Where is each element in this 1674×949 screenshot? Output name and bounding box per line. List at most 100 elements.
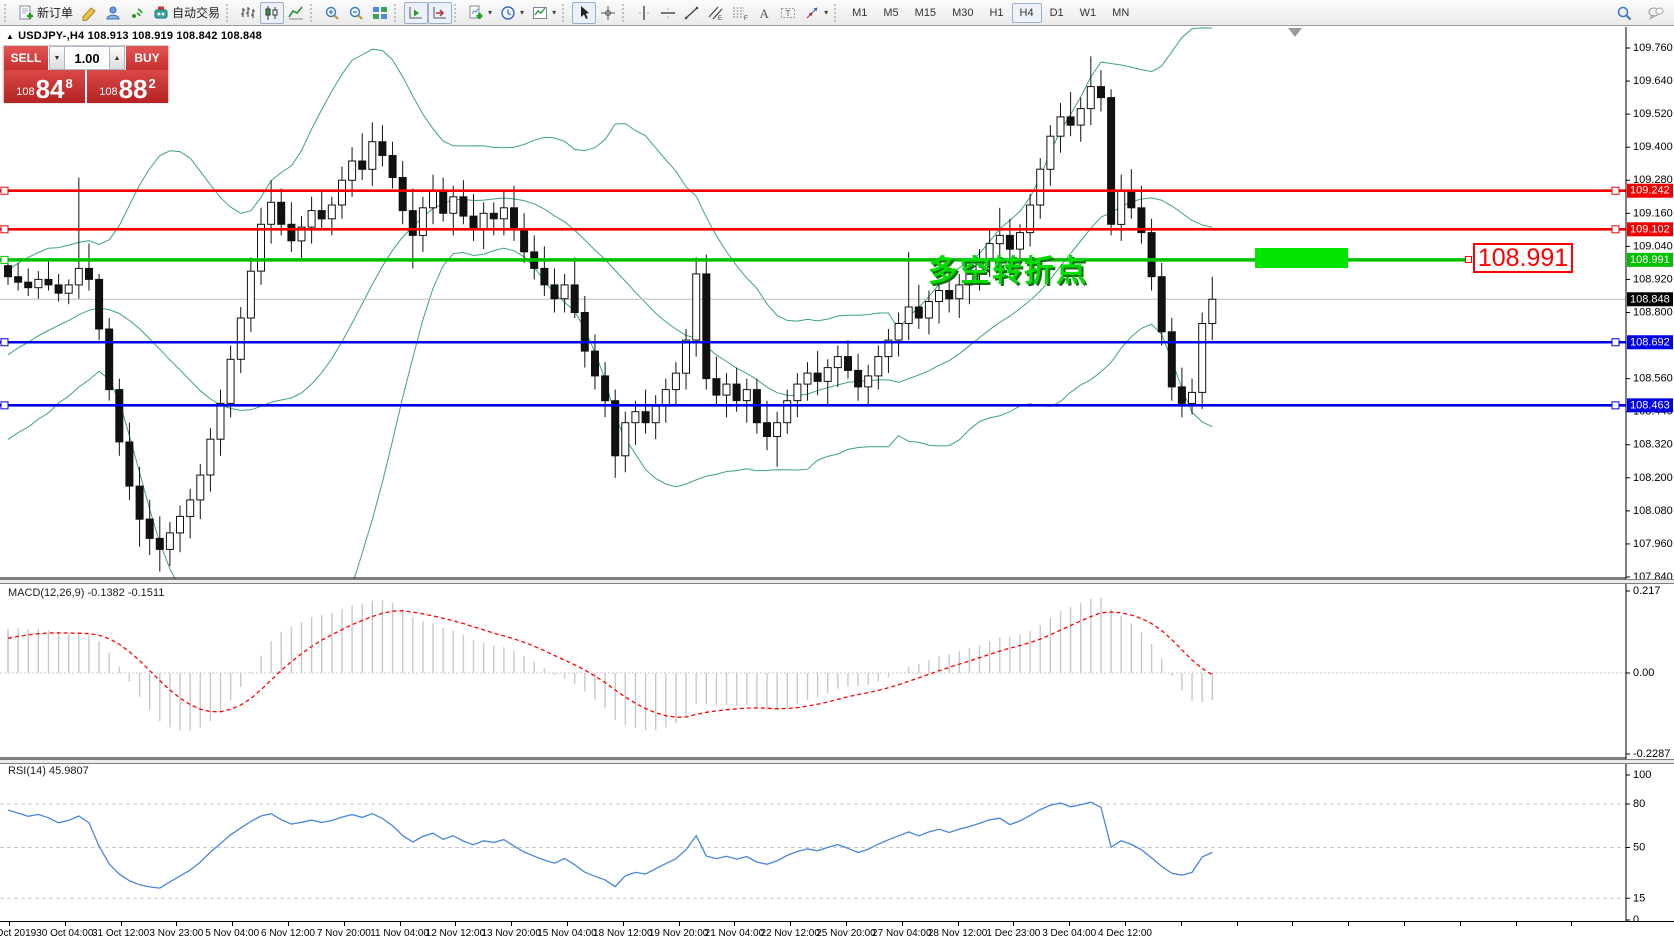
label-button[interactable]: T [776, 2, 800, 24]
chart-shift-icon [432, 5, 448, 21]
periods-button[interactable]: ▾ [496, 2, 528, 24]
timeframe-button-w1[interactable]: W1 [1079, 6, 1097, 19]
timeframe-button-m5[interactable]: M5 [883, 6, 899, 19]
rsi-panel[interactable]: 100 80 50 15 0 [0, 764, 1674, 921]
timeframe-button-m15[interactable]: M15 [914, 6, 937, 19]
indicators-button[interactable]: ▾ [464, 2, 496, 24]
buy-price[interactable]: 108 88 2 [87, 70, 168, 103]
zoom-out-icon [348, 5, 364, 21]
trendline-button[interactable] [680, 2, 704, 24]
candle [682, 339, 690, 374]
symbol-ohlc-text: USDJPY-,H4 108.913 108.919 108.842 108.8… [18, 30, 262, 42]
price-tick-label: 108.920 [1633, 273, 1673, 285]
price-flag-label: 109.102 [1630, 223, 1670, 235]
auto-scroll-button[interactable] [404, 1, 429, 24]
bar-chart-button[interactable] [236, 2, 260, 24]
candle [34, 278, 43, 289]
price-callout-label[interactable]: 108.991 [1473, 243, 1573, 273]
callout-anchor-handle[interactable] [1465, 256, 1472, 263]
line-handle[interactable] [0, 186, 9, 195]
rsi-tick-label: 80 [1633, 798, 1645, 810]
candle [935, 290, 943, 302]
sell-price[interactable]: 108 84 8 [4, 70, 85, 103]
new-order-button[interactable]: 新订单 [14, 2, 77, 24]
chat-button[interactable] [1644, 2, 1668, 24]
time-tick [1571, 922, 1573, 926]
line-handle[interactable] [1611, 338, 1620, 347]
collapse-arrow-icon[interactable]: ▲ [6, 32, 15, 41]
buy-button[interactable]: BUY [125, 46, 168, 70]
timeframe-button-h4[interactable]: H4 [1011, 2, 1042, 23]
time-tick [1180, 922, 1182, 926]
candle [803, 372, 812, 385]
line-chart-button[interactable] [284, 2, 308, 24]
community-button[interactable] [101, 2, 125, 24]
line-handle[interactable] [0, 401, 9, 410]
arrows-button[interactable]: ▾ [800, 2, 832, 24]
channel-button[interactable]: E [704, 2, 728, 24]
new-order-icon [18, 5, 34, 21]
price-tick-label: 109.640 [1633, 75, 1673, 87]
timeframe-button-mn[interactable]: MN [1112, 6, 1130, 19]
chart-shift-marker-icon[interactable] [1288, 28, 1302, 37]
autotrading-button[interactable]: 自动交易 [149, 2, 224, 24]
highlight-rectangle[interactable] [1255, 248, 1348, 268]
tile-windows-button[interactable] [368, 2, 392, 24]
timeframe-button-m1[interactable]: M1 [852, 6, 868, 19]
vertical-line-icon [636, 5, 652, 21]
macd-panel[interactable]: 0.217 0.00 -0.2287 [0, 584, 1674, 759]
horizontal-line-button[interactable] [656, 2, 680, 24]
chart-annotation-text[interactable]: 多空转折点 [928, 255, 1088, 288]
zoom-in-button[interactable] [320, 2, 344, 24]
panel-splitter[interactable] [0, 579, 1674, 584]
editor-button[interactable] [77, 2, 101, 24]
volume-increase-button[interactable]: ▲ [109, 46, 125, 70]
cursor-button[interactable] [572, 1, 597, 24]
line-handle[interactable] [0, 255, 9, 264]
svg-text:F: F [744, 16, 748, 21]
panel-splitter[interactable] [0, 759, 1674, 764]
chat-icon [1648, 5, 1664, 21]
candle [1198, 323, 1207, 393]
text-button[interactable]: A [752, 2, 776, 24]
chevron-down-icon[interactable]: ▾ [552, 8, 557, 17]
signals-button[interactable] [125, 2, 149, 24]
line-handle[interactable] [1611, 225, 1620, 234]
time-label: 30 Oct 04:00 [36, 928, 94, 939]
time-label: 28 Nov 12:00 [927, 928, 988, 939]
price-axis[interactable]: 109.760 109.640 109.520 109.400 109.280 109.1… [1626, 42, 1673, 579]
fibonacci-button[interactable]: F [728, 2, 752, 24]
zoom-out-button[interactable] [344, 2, 368, 24]
time-tick [1236, 922, 1238, 926]
crosshair-button[interactable] [596, 2, 620, 24]
chevron-down-icon[interactable]: ▾ [824, 8, 829, 17]
line-handle[interactable] [1611, 401, 1620, 410]
candle [732, 383, 741, 402]
time-tick [64, 922, 66, 926]
line-handle[interactable] [0, 338, 9, 347]
candle [479, 212, 488, 231]
candle [368, 141, 377, 170]
line-handle[interactable] [0, 225, 9, 234]
vertical-line-button[interactable] [632, 2, 656, 24]
timeframe-button-m30[interactable]: M30 [952, 6, 974, 19]
main-price-chart[interactable]: 109.760 109.640 109.520 109.400 109.280 109.1… [0, 27, 1674, 579]
line-handle[interactable] [1611, 186, 1620, 195]
timeframe-button-d1[interactable]: D1 [1049, 6, 1064, 19]
tile-windows-icon [372, 5, 388, 21]
toolbar-grip [226, 3, 232, 22]
templates-button[interactable]: ▾ [528, 2, 560, 24]
candlestick-button[interactable] [260, 1, 285, 24]
search-button[interactable] [1612, 2, 1636, 24]
candle [1157, 276, 1166, 333]
chevron-down-icon[interactable]: ▾ [488, 8, 493, 17]
candle [1117, 190, 1126, 225]
candle [327, 204, 336, 220]
timeframe-button-h1[interactable]: H1 [989, 6, 1004, 19]
chevron-down-icon[interactable]: ▾ [520, 8, 525, 17]
sell-button[interactable]: SELL [4, 46, 49, 70]
volume-input[interactable]: 1.00 [65, 46, 109, 70]
volume-decrease-button[interactable]: ▼ [49, 46, 65, 70]
chart-shift-button[interactable] [428, 1, 453, 24]
